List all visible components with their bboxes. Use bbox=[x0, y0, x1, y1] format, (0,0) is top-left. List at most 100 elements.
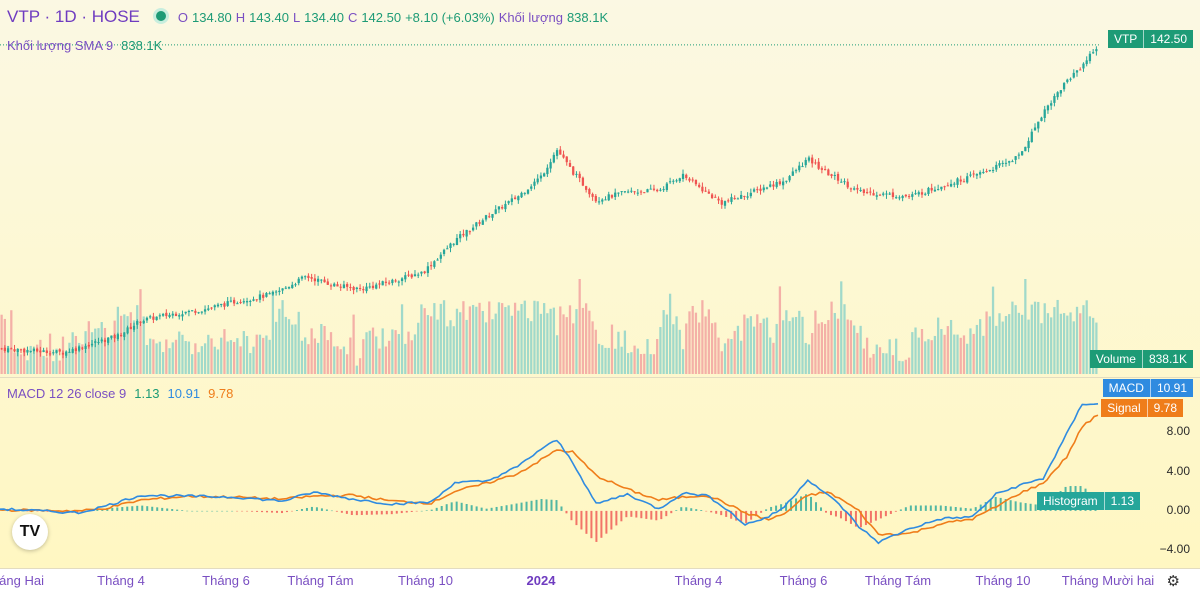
time-axis-tick: Tháng 6 bbox=[779, 573, 828, 588]
volume-bar bbox=[336, 346, 339, 374]
candle-body bbox=[933, 189, 937, 192]
volume-bar bbox=[274, 321, 278, 374]
volume-bar bbox=[914, 327, 917, 374]
macd-histogram-bar bbox=[879, 510, 882, 519]
candle-body bbox=[388, 282, 391, 284]
volume-bar bbox=[284, 316, 287, 374]
macd-histogram-bar bbox=[490, 507, 493, 511]
candle-body bbox=[811, 157, 814, 164]
macd-legend[interactable]: MACD 12 26 close 9 1.13 10.91 9.78 bbox=[7, 386, 237, 401]
volume-bar bbox=[888, 339, 891, 374]
volume-bar bbox=[10, 310, 13, 374]
volume-bar bbox=[142, 316, 145, 374]
macd-histogram-bar bbox=[924, 505, 927, 511]
candle-body bbox=[417, 274, 420, 276]
volume-bar bbox=[555, 335, 559, 374]
macd-histogram-bar bbox=[785, 502, 788, 511]
volume-bar bbox=[830, 301, 833, 374]
macd-y-tick: −4.00 bbox=[1159, 542, 1190, 557]
macd-histogram-bar bbox=[979, 504, 982, 511]
candle-body bbox=[623, 191, 627, 193]
macd-histogram-bar bbox=[315, 507, 318, 511]
volume-bar bbox=[439, 303, 442, 374]
volume-bar bbox=[36, 344, 39, 374]
candle-body bbox=[704, 190, 707, 192]
candle-body bbox=[346, 284, 349, 287]
macd-histogram-bar bbox=[295, 510, 298, 511]
volume-bar bbox=[533, 300, 536, 374]
volume-bar bbox=[1088, 316, 1092, 374]
volume-bar bbox=[878, 347, 882, 374]
candle-body bbox=[898, 197, 901, 199]
macd-legend-signal: 9.78 bbox=[208, 386, 234, 401]
volume-bar bbox=[1092, 317, 1095, 374]
volume-bar bbox=[171, 342, 174, 374]
volume-sma-legend[interactable]: Khối lượng SMA 9 838.1K bbox=[7, 38, 166, 53]
macd-histogram-bar bbox=[425, 510, 428, 511]
volume-bar bbox=[966, 343, 969, 374]
macd-histogram-bar bbox=[655, 510, 658, 521]
candle-body bbox=[1082, 63, 1085, 69]
macd-histogram-bar bbox=[565, 510, 568, 514]
candle-body bbox=[982, 171, 985, 174]
candle-body bbox=[736, 198, 740, 200]
volume-bar bbox=[701, 300, 704, 374]
settings-gear-icon[interactable]: ⚙ bbox=[1166, 573, 1180, 590]
macd-histogram-bar bbox=[869, 510, 872, 523]
candle-body bbox=[940, 186, 943, 190]
volume-bar bbox=[814, 310, 817, 374]
candle-body bbox=[255, 299, 258, 301]
macd-histogram-bar bbox=[580, 510, 583, 530]
candle-body bbox=[355, 287, 358, 290]
macd-histogram-bar bbox=[390, 510, 393, 515]
macd-histogram-bar bbox=[290, 510, 293, 512]
candle-body bbox=[1020, 151, 1024, 156]
tradingview-logo-icon[interactable]: TV bbox=[12, 514, 48, 550]
candle-body bbox=[1050, 103, 1053, 106]
candle-body bbox=[1037, 121, 1040, 129]
volume-bar bbox=[381, 328, 384, 374]
candle-body bbox=[294, 284, 297, 286]
volume-bar bbox=[633, 345, 636, 374]
volume-bar bbox=[985, 311, 988, 374]
volume-bar bbox=[523, 300, 526, 374]
volume-bar bbox=[820, 322, 824, 374]
volume-bar bbox=[530, 321, 533, 374]
candle-body bbox=[785, 180, 788, 182]
candle-body bbox=[48, 353, 52, 355]
volume-bar bbox=[304, 337, 307, 374]
signal-badge: Signal 9.78 bbox=[1101, 399, 1183, 417]
candle-body bbox=[988, 170, 991, 172]
volume-bar bbox=[578, 279, 581, 374]
volume-bar bbox=[6, 345, 10, 374]
volume-bar bbox=[1072, 321, 1075, 374]
volume-bar bbox=[187, 341, 191, 374]
macd-histogram-bar bbox=[191, 510, 194, 512]
candle-body bbox=[313, 278, 316, 282]
candle-body bbox=[769, 184, 772, 187]
candle-body bbox=[481, 220, 484, 225]
change-value: +8.10 (+6.03%) bbox=[405, 10, 495, 25]
macd-histogram-bar bbox=[116, 507, 119, 511]
symbol-title[interactable]: VTP · 1D · HOSE bbox=[7, 7, 140, 26]
candle-body bbox=[74, 348, 78, 352]
volume-bar bbox=[1050, 317, 1053, 374]
candle-body bbox=[77, 346, 81, 351]
macd-histogram-bar bbox=[914, 505, 917, 511]
macd-histogram-bar bbox=[325, 509, 328, 511]
candle-body bbox=[927, 187, 930, 195]
macd-histogram-bar bbox=[615, 510, 618, 526]
macd-histogram-bar bbox=[705, 510, 708, 512]
volume-bar bbox=[484, 322, 488, 374]
volume-bar bbox=[746, 318, 749, 374]
volume-bar bbox=[0, 314, 3, 374]
volume-bar bbox=[468, 306, 472, 374]
candle-body bbox=[833, 174, 836, 176]
macd-histogram-bar bbox=[899, 509, 902, 511]
volume-bar bbox=[869, 357, 872, 374]
volume-bar bbox=[581, 307, 585, 374]
candle-body bbox=[717, 198, 720, 201]
candle-body bbox=[194, 310, 197, 313]
macd-histogram-bar bbox=[854, 510, 857, 527]
